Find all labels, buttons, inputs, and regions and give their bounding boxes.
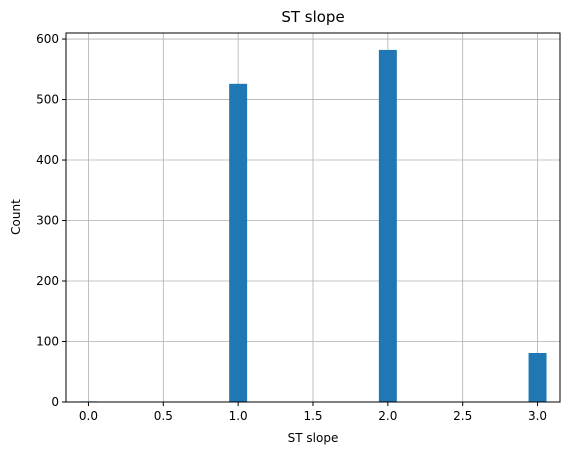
- x-tick-label: 2.0: [378, 409, 397, 423]
- x-tick-label: 0.0: [79, 409, 98, 423]
- bars: [79, 49, 547, 403]
- y-tick-label: 200: [36, 274, 59, 288]
- y-tick-label: 400: [36, 153, 59, 167]
- y-tick-label: 0: [51, 395, 59, 409]
- y-axis-ticks: 0 100 200 300 400 500 600: [36, 32, 66, 409]
- y-axis-label: Count: [9, 199, 23, 235]
- chart-title: ST slope: [281, 8, 344, 26]
- x-tick-label: 1.0: [229, 409, 248, 423]
- histogram-bar: [378, 49, 397, 402]
- histogram-bar: [229, 83, 248, 403]
- y-tick-label: 600: [36, 32, 59, 46]
- y-tick-label: 300: [36, 214, 59, 228]
- x-axis-ticks: 0.0 0.5 1.0 1.5 2.0 2.5 3.0: [79, 402, 547, 423]
- x-tick-label: 0.5: [154, 409, 173, 423]
- x-tick-label: 1.5: [303, 409, 322, 423]
- x-axis-label: ST slope: [288, 431, 339, 445]
- grid: [66, 33, 560, 403]
- x-tick-label: 2.5: [453, 409, 472, 423]
- y-tick-label: 100: [36, 335, 59, 349]
- x-tick-label: 3.0: [528, 409, 547, 423]
- y-tick-label: 500: [36, 93, 59, 107]
- histogram-bar: [528, 353, 547, 402]
